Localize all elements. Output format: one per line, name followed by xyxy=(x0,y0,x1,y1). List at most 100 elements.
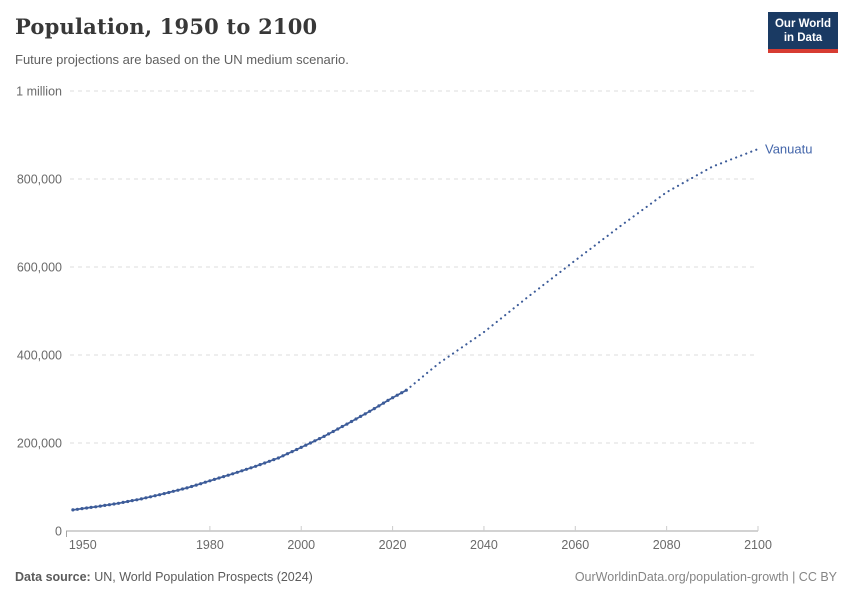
series-historical xyxy=(71,388,408,512)
series-point xyxy=(176,488,180,492)
series-point xyxy=(272,458,276,462)
series-point xyxy=(308,441,312,445)
series-point xyxy=(162,492,166,496)
series-point xyxy=(391,396,395,400)
series-point xyxy=(194,483,198,487)
series-point xyxy=(386,398,390,402)
x-axis-label: 2080 xyxy=(653,538,681,552)
series-point xyxy=(377,404,381,408)
series-point xyxy=(190,484,194,489)
owid-logo-line2: in Data xyxy=(783,32,823,45)
y-axis-label: 600,000 xyxy=(17,261,62,275)
owid-logo-line1: Our World xyxy=(774,18,831,30)
series-point xyxy=(217,476,221,480)
series-point xyxy=(103,503,107,507)
series-point xyxy=(75,507,79,511)
x-axis-label: 1980 xyxy=(196,538,224,552)
x-axis: 1950 1980 2000 2020 2040 2060 2080 2100 xyxy=(66,526,772,552)
series-point xyxy=(299,445,303,449)
series-point xyxy=(171,489,175,493)
series-point xyxy=(116,501,121,505)
entity-label[interactable]: Vanuatu xyxy=(765,142,812,157)
series-point xyxy=(231,472,235,476)
series-point xyxy=(121,500,125,504)
series-point xyxy=(185,486,189,490)
data-source-text: UN, World Population Prospects (2024) xyxy=(90,570,313,584)
series-point xyxy=(381,401,386,405)
series-point xyxy=(354,417,358,421)
y-axis: 0 200,000 400,000 600,000 800,000 1 million xyxy=(16,85,758,539)
series-point xyxy=(349,419,354,424)
series-point xyxy=(244,467,248,471)
series-point xyxy=(112,502,116,506)
y-axis-label: 0 xyxy=(55,525,62,539)
series-point xyxy=(139,497,143,501)
series-point xyxy=(400,391,404,395)
series-point xyxy=(322,434,326,438)
series-point xyxy=(126,499,130,504)
series-point xyxy=(345,422,349,426)
series-point xyxy=(203,480,207,484)
series-point xyxy=(327,432,331,436)
series-point xyxy=(130,499,134,503)
series-point xyxy=(89,505,93,509)
series-point xyxy=(208,479,212,483)
series-point xyxy=(359,414,363,418)
x-axis-label: 2000 xyxy=(287,538,315,552)
series-point xyxy=(281,454,285,458)
x-axis-label: 1950 xyxy=(69,538,97,552)
y-axis-label: 1 million xyxy=(16,85,62,99)
series-line-projection xyxy=(405,148,760,392)
data-source: Data source: UN, World Population Prospe… xyxy=(15,570,313,584)
x-axis-label: 2060 xyxy=(561,538,589,552)
owid-logo: Our World in Data xyxy=(768,12,838,54)
series-point xyxy=(80,507,84,511)
series-point xyxy=(153,494,157,498)
series-point xyxy=(372,407,376,411)
series-point xyxy=(85,506,89,510)
series-point xyxy=(222,475,226,479)
x-axis-label: 2040 xyxy=(470,538,498,552)
x-axis-label: 2020 xyxy=(379,538,407,552)
series-point xyxy=(267,459,271,463)
series-line-historical xyxy=(72,389,407,511)
series-point xyxy=(254,464,258,468)
footer-link[interactable]: OurWorldinData.org/population-growth | C… xyxy=(574,570,837,584)
chart-footer: Data source: UN, World Population Prospe… xyxy=(15,570,837,584)
series-point xyxy=(148,495,153,499)
series-point xyxy=(144,496,148,500)
x-axis-label: 2100 xyxy=(744,538,772,552)
series-point xyxy=(285,452,290,456)
series-point xyxy=(71,508,75,512)
series-point xyxy=(395,393,399,397)
data-source-label: Data source: xyxy=(15,570,91,584)
series-point xyxy=(258,463,262,467)
series-point xyxy=(363,412,367,416)
y-axis-label: 800,000 xyxy=(17,173,62,187)
series-point xyxy=(331,429,335,434)
series-point xyxy=(158,493,162,497)
series-point xyxy=(98,504,102,508)
series-point xyxy=(304,443,308,447)
series-point xyxy=(240,469,244,473)
series-point xyxy=(180,487,185,491)
series-point xyxy=(167,490,171,495)
series-point xyxy=(340,424,344,429)
series-point xyxy=(290,450,294,454)
chart-subtitle: Future projections are based on the UN m… xyxy=(15,52,349,67)
series-point xyxy=(336,427,340,431)
series-point xyxy=(235,470,239,474)
series-point xyxy=(135,498,139,502)
y-axis-label: 200,000 xyxy=(17,437,62,451)
series-point xyxy=(368,409,372,413)
series-point xyxy=(212,477,216,481)
series-point xyxy=(199,482,203,486)
series-point xyxy=(263,461,267,465)
series-point xyxy=(313,439,317,443)
series-point xyxy=(107,503,111,507)
page-title: Population, 1950 to 2100 xyxy=(15,14,318,39)
y-axis-label: 400,000 xyxy=(17,349,62,363)
series-point xyxy=(249,466,253,470)
